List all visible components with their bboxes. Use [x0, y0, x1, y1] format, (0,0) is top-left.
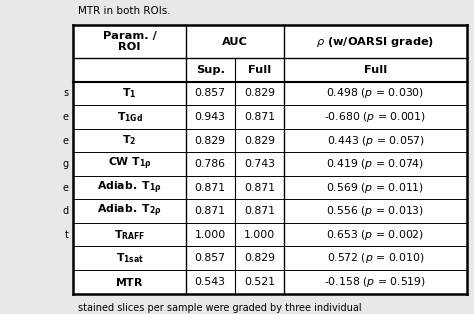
Text: $\mathbf{T_2}$: $\mathbf{T_2}$	[122, 134, 137, 147]
Text: -0.680 ($p$ = 0.001): -0.680 ($p$ = 0.001)	[324, 110, 427, 124]
Text: 0.543: 0.543	[195, 277, 226, 287]
Text: 0.569 ($p$ = 0.011): 0.569 ($p$ = 0.011)	[326, 181, 425, 195]
Text: Sup.: Sup.	[196, 65, 225, 75]
Text: 0.857: 0.857	[195, 89, 226, 98]
Text: 0.871: 0.871	[244, 183, 275, 192]
Text: 0.871: 0.871	[195, 206, 226, 216]
Text: 0.521: 0.521	[244, 277, 275, 287]
Text: Full: Full	[248, 65, 271, 75]
Text: t: t	[65, 230, 69, 240]
Text: $\mathbf{T_{RAFF}}$: $\mathbf{T_{RAFF}}$	[114, 228, 145, 241]
Text: 0.871: 0.871	[244, 112, 275, 122]
Text: 1.000: 1.000	[244, 230, 275, 240]
Text: MTR in both ROIs.: MTR in both ROIs.	[78, 6, 171, 16]
Text: 0.943: 0.943	[195, 112, 226, 122]
Text: 0.786: 0.786	[195, 159, 226, 169]
Text: e: e	[63, 136, 69, 145]
Text: 0.498 ($p$ = 0.030): 0.498 ($p$ = 0.030)	[326, 86, 425, 100]
Text: AUC: AUC	[222, 37, 248, 46]
Text: $\mathbf{T_1}$: $\mathbf{T_1}$	[122, 87, 137, 100]
Text: $\mathbf{Adiab.\ T_{2\rho}}$: $\mathbf{Adiab.\ T_{2\rho}}$	[97, 203, 162, 219]
Text: 0.871: 0.871	[195, 183, 226, 192]
Text: 0.829: 0.829	[195, 136, 226, 145]
Text: $\mathbf{CW\ T_{1\rho}}$: $\mathbf{CW\ T_{1\rho}}$	[108, 156, 151, 172]
Text: s: s	[64, 89, 69, 98]
Text: $\mathbf{T_{1sat}}$: $\mathbf{T_{1sat}}$	[116, 252, 144, 265]
Text: Full: Full	[364, 65, 387, 75]
Text: 0.829: 0.829	[244, 253, 275, 263]
Text: 0.829: 0.829	[244, 89, 275, 98]
Text: d: d	[63, 206, 69, 216]
Text: stained slices per sample were graded by three individual: stained slices per sample were graded by…	[78, 303, 362, 313]
Text: 0.419 ($p$ = 0.074): 0.419 ($p$ = 0.074)	[326, 157, 425, 171]
Text: 0.743: 0.743	[244, 159, 275, 169]
Text: g: g	[63, 159, 69, 169]
Text: 0.653 ($p$ = 0.002): 0.653 ($p$ = 0.002)	[326, 228, 425, 242]
Text: 0.871: 0.871	[244, 206, 275, 216]
Text: 0.443 ($p$ = 0.057): 0.443 ($p$ = 0.057)	[327, 133, 424, 148]
Text: 0.556 ($p$ = 0.013): 0.556 ($p$ = 0.013)	[326, 204, 425, 218]
Text: e: e	[63, 183, 69, 192]
Text: -0.158 ($p$ = 0.519): -0.158 ($p$ = 0.519)	[324, 275, 427, 289]
Text: Param. /
ROI: Param. / ROI	[103, 31, 156, 52]
Text: $\mathbf{MTR}$: $\mathbf{MTR}$	[115, 276, 144, 288]
Text: e: e	[63, 112, 69, 122]
Text: 1.000: 1.000	[194, 230, 226, 240]
Text: $\rho$ (w/OARSI grade): $\rho$ (w/OARSI grade)	[316, 35, 435, 49]
Text: 0.857: 0.857	[195, 253, 226, 263]
Text: $\mathbf{T_{1Gd}}$: $\mathbf{T_{1Gd}}$	[117, 110, 143, 124]
Text: 0.572 ($p$ = 0.010): 0.572 ($p$ = 0.010)	[327, 251, 424, 265]
Text: $\mathbf{Adiab.\ T_{1\rho}}$: $\mathbf{Adiab.\ T_{1\rho}}$	[97, 179, 162, 196]
Text: 0.829: 0.829	[244, 136, 275, 145]
